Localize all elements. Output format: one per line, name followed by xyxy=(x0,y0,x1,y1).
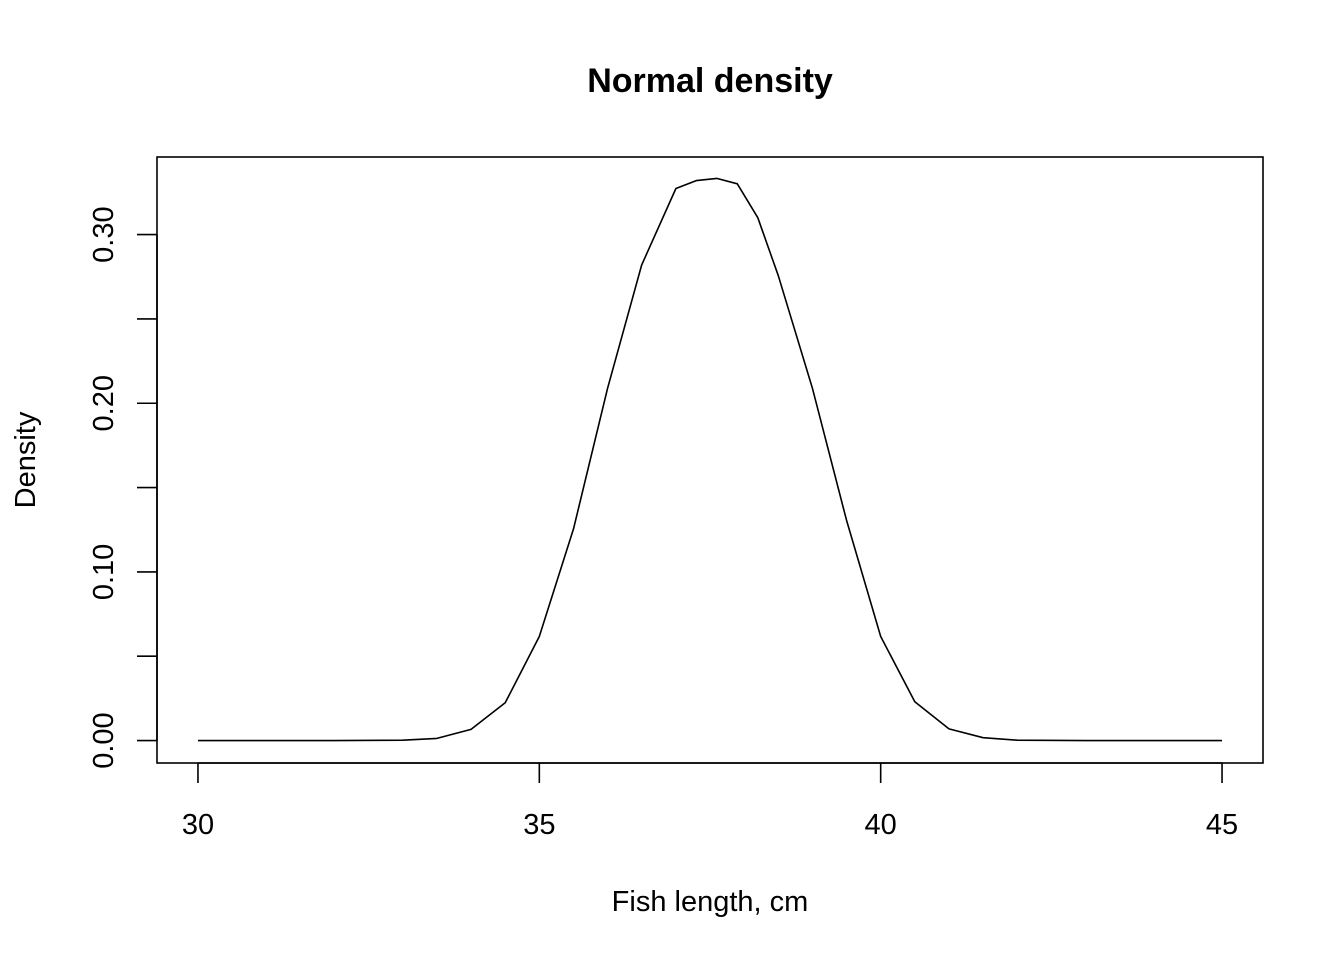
x-tick-label: 30 xyxy=(182,809,214,841)
x-tick-label: 45 xyxy=(1206,809,1238,841)
series-group xyxy=(198,177,1222,742)
y-tick-label: 0.10 xyxy=(88,544,120,600)
chart-title: Normal density xyxy=(587,62,833,100)
x-tick-label: 40 xyxy=(865,809,897,841)
y-axis-label: Density xyxy=(10,411,42,508)
x-axis: 30 35 40 45 xyxy=(182,762,1238,841)
y-tick-label: 0.30 xyxy=(88,206,120,262)
plot-frame xyxy=(156,156,1264,764)
y-tick-label: 0.00 xyxy=(88,712,120,768)
y-axis: 0.00 0.10 0.20 0.30 xyxy=(88,206,158,769)
y-tick-label: 0.20 xyxy=(88,375,120,431)
x-axis-label: Fish length, cm xyxy=(612,886,809,918)
density-curve xyxy=(198,177,1222,742)
x-tick-label: 35 xyxy=(523,809,555,841)
